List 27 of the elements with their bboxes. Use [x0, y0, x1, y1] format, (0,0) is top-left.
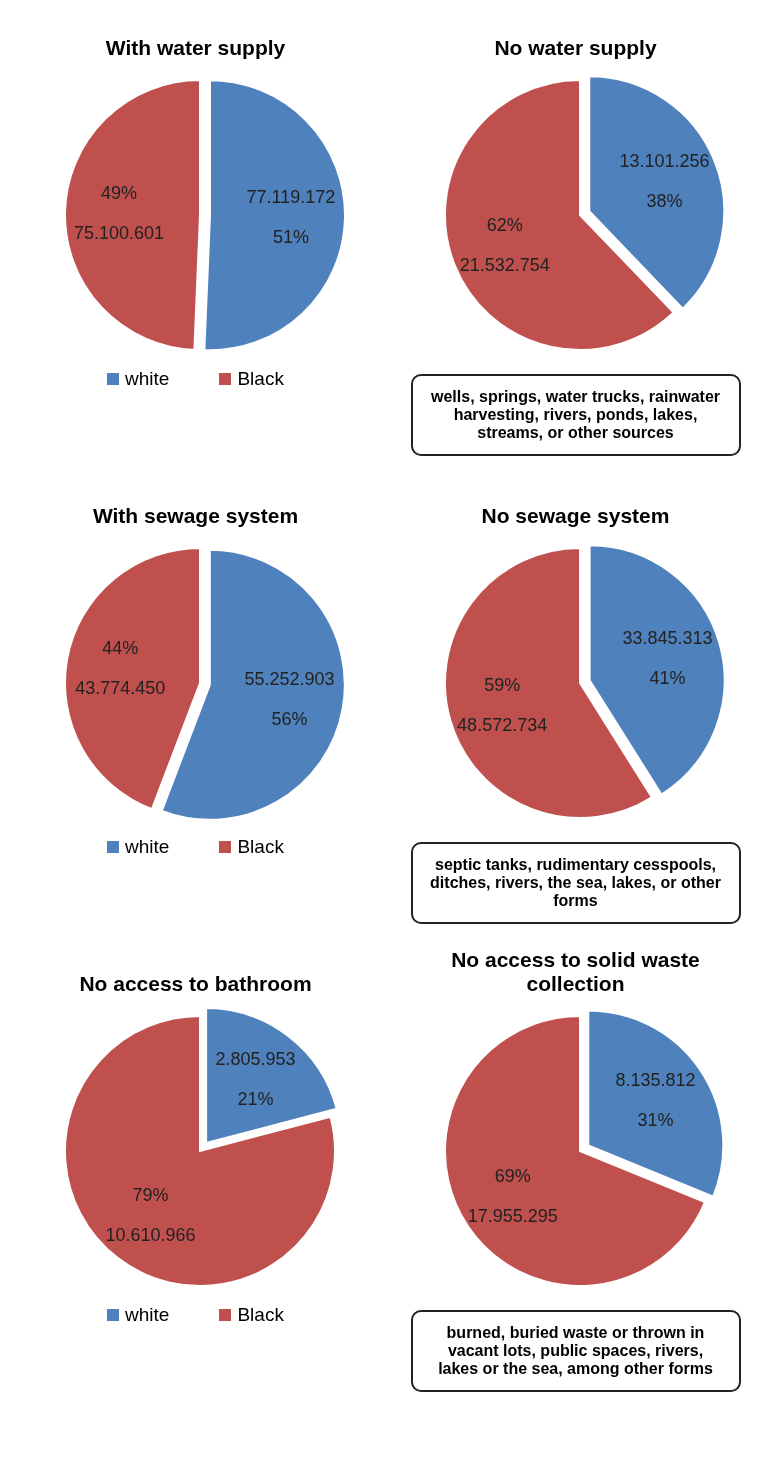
note-box: septic tanks, rudimentary cesspools, ditches, rivers, the sea, lakes, or other forms: [410, 842, 741, 924]
chart-title: With sewage system: [91, 503, 300, 528]
data-label: 79% 10.610.966: [105, 1185, 196, 1246]
data-label: 49% 75.100.601: [73, 183, 165, 244]
data-label: 8.135.812 31%: [615, 1070, 696, 1131]
data-label: 44% 43.774.450: [75, 638, 166, 699]
data-label: 77.119.172 51%: [246, 186, 336, 247]
data-label: 55.252.903 56%: [244, 669, 335, 730]
chart-title: With water supply: [104, 35, 287, 60]
data-label: 33.845.313 41%: [622, 627, 713, 688]
legend-label: Black: [237, 368, 284, 390]
data-label: 59% 48.572.734: [457, 675, 548, 736]
chart-title: No access to bathroom: [78, 971, 313, 996]
chart-title: No access to solid waste collection: [450, 947, 701, 996]
legend-label: Black: [237, 836, 284, 858]
data-label: 2.805.953 21%: [215, 1048, 296, 1109]
data-label: 62% 21.532.754: [459, 215, 550, 276]
chart-title: No sewage system: [480, 503, 671, 528]
note-box: burned, buried waste or thrown in vacant lots, public spaces, rivers, lakes or the sea, among other forms: [410, 1310, 741, 1392]
legend-label: white: [125, 836, 170, 858]
data-label: 69% 17.955.295: [467, 1166, 558, 1227]
legend-label: white: [125, 1304, 170, 1326]
legend-label: Black: [237, 1304, 284, 1326]
chart-title: No water supply: [493, 35, 658, 60]
data-label: 13.101.256 38%: [619, 151, 710, 212]
legend-label: white: [125, 368, 170, 390]
note-box: wells, springs, water trucks, rainwater harvesting, rivers, ponds, lakes, streams, or other sources: [410, 374, 741, 456]
